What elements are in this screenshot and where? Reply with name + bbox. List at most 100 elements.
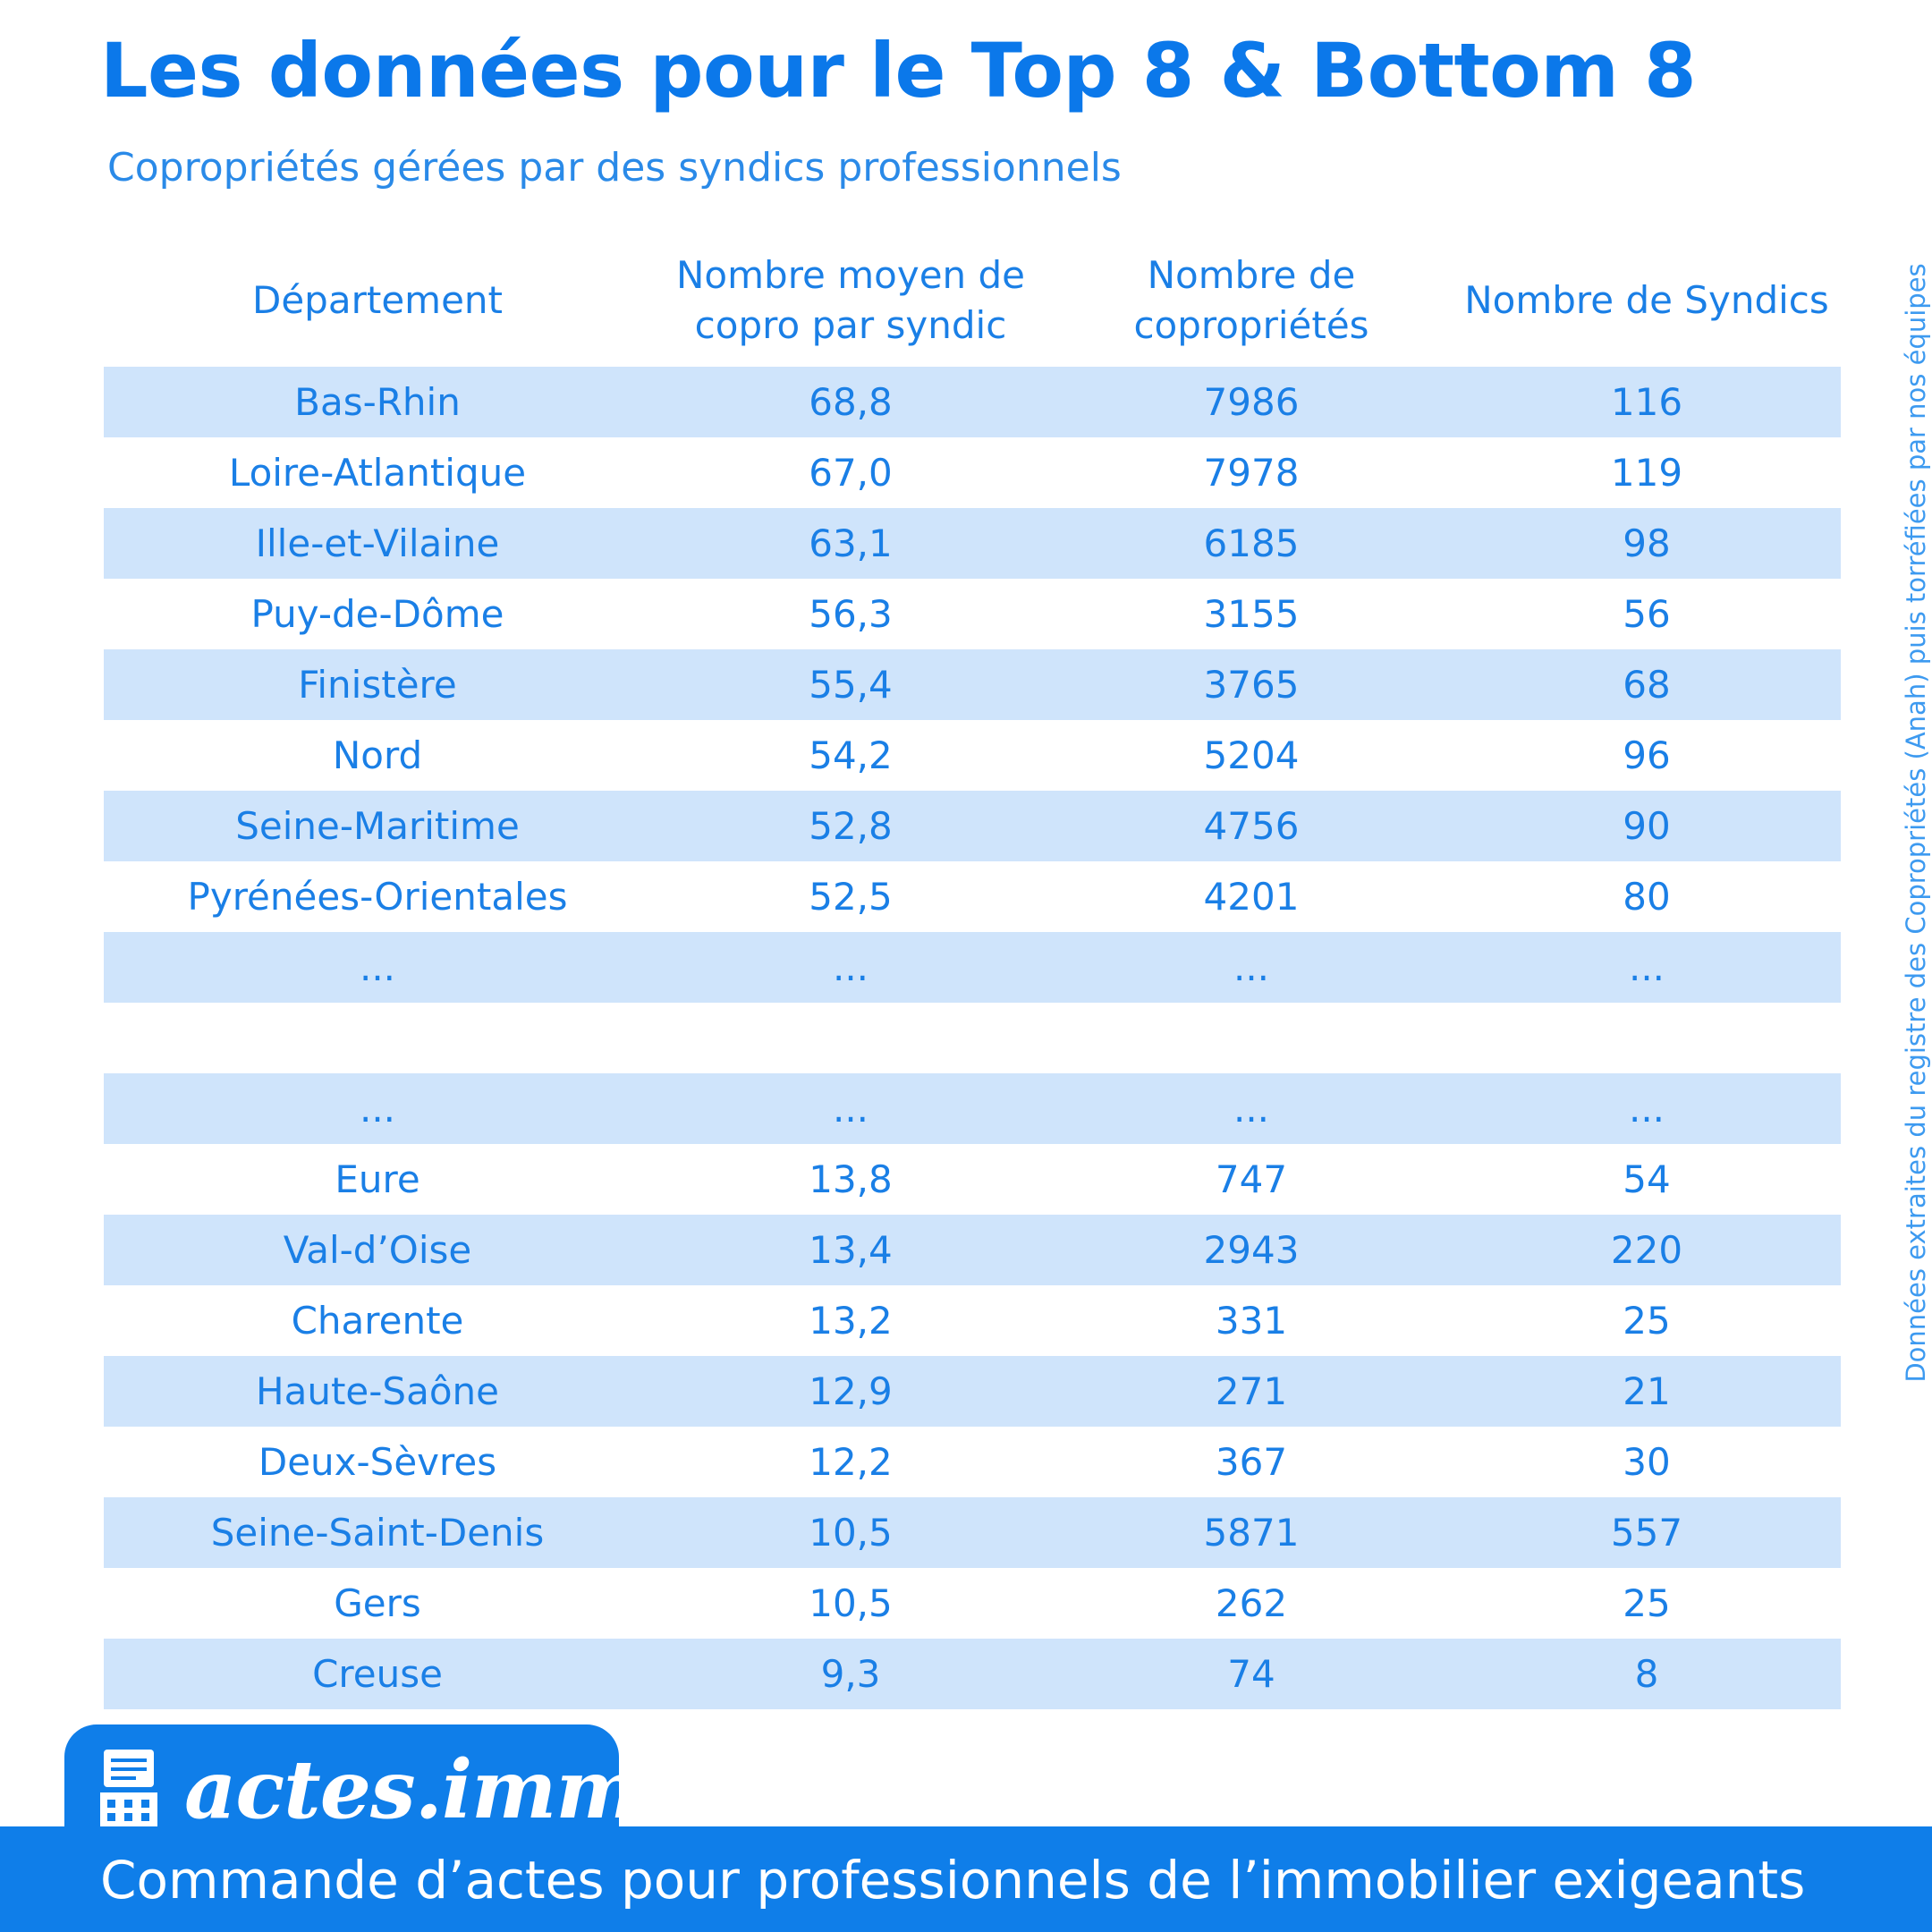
cell-coproprietes: 7978	[1203, 451, 1300, 495]
cell-moyen: 13,4	[809, 1228, 893, 1272]
cell-syndics: 220	[1610, 1228, 1683, 1272]
cell-coproprietes: ...	[1233, 1087, 1270, 1131]
cell-coproprietes: 262	[1215, 1581, 1288, 1625]
building-document-icon	[100, 1750, 157, 1826]
cell-coproprietes: 4756	[1203, 804, 1300, 848]
cell-coproprietes: 5871	[1203, 1511, 1300, 1555]
table-row	[104, 1003, 1841, 1073]
cell-moyen: ...	[832, 1087, 869, 1131]
source-note: Données extraites du registre des Coprop…	[1901, 263, 1931, 1383]
cell-coproprietes: 2943	[1203, 1228, 1300, 1272]
cell-departement: ...	[359, 945, 396, 989]
cell-syndics: 30	[1623, 1440, 1671, 1484]
table-row: Bas-Rhin 68,8 7986 116	[104, 367, 1841, 437]
cell-syndics: 68	[1623, 663, 1671, 707]
cell-syndics: ...	[1628, 945, 1665, 989]
cell-syndics: 80	[1623, 875, 1671, 919]
data-table: Département Nombre moyen de copro par sy…	[104, 234, 1841, 1709]
cell-moyen: 52,5	[809, 875, 893, 919]
cell-coproprietes: 5204	[1203, 733, 1300, 777]
cell-moyen: 68,8	[809, 380, 893, 424]
cell-moyen: 63,1	[809, 521, 893, 565]
cell-moyen: 12,2	[809, 1440, 893, 1484]
cell-moyen: 55,4	[809, 663, 893, 707]
cell-moyen: 56,3	[809, 592, 893, 636]
cell-syndics: 8	[1634, 1652, 1659, 1696]
page-subtitle: Copropriétés gérées par des syndics prof…	[107, 145, 1122, 191]
cell-moyen: 9,3	[820, 1652, 881, 1696]
cell-departement: Haute-Saône	[256, 1369, 499, 1413]
cell-departement: Seine-Saint-Denis	[210, 1511, 545, 1555]
cell-coproprietes: 3155	[1203, 592, 1300, 636]
table-body: Bas-Rhin 68,8 7986 116 Loire-Atlantique 67,0 7…	[104, 367, 1841, 1709]
cell-departement: Seine-Maritime	[235, 804, 520, 848]
table-row: ............	[104, 932, 1841, 1003]
cell-syndics: ...	[1628, 1087, 1665, 1131]
brand-logo-text: actes.immo	[184, 1742, 694, 1837]
footer-tagline: Commande d’actes pour professionnels de …	[100, 1850, 1806, 1911]
cell-coproprietes: 6185	[1203, 521, 1300, 565]
column-header-syndics: Nombre de Syndics	[1464, 278, 1829, 322]
cell-departement: Charente	[291, 1299, 464, 1343]
cell-departement: Pyrénées-Orientales	[187, 875, 568, 919]
column-header-coproprietes: Nombre de copropriétés	[1133, 253, 1369, 347]
cell-moyen: 67,0	[809, 451, 893, 495]
table-row: Nord 54,2 5204 96	[104, 720, 1841, 791]
column-header-departement: Département	[252, 278, 503, 322]
cell-moyen: 10,5	[809, 1511, 893, 1555]
cell-moyen: 52,8	[809, 804, 893, 848]
cell-moyen: ...	[832, 945, 869, 989]
cell-coproprietes: ...	[1233, 945, 1270, 989]
table-row: Creuse 9,3 74 8	[104, 1639, 1841, 1709]
cell-syndics: 90	[1623, 804, 1671, 848]
table-row: Haute-Saône 12,9 271 21	[104, 1356, 1841, 1427]
cell-departement: Nord	[332, 733, 423, 777]
cell-departement: Bas-Rhin	[294, 380, 461, 424]
table-row: Deux-Sèvres 12,2 367 30	[104, 1427, 1841, 1497]
cell-syndics: 119	[1610, 451, 1683, 495]
cell-syndics: 54	[1623, 1157, 1671, 1201]
table-row: Loire-Atlantique 67,0 7978 119	[104, 437, 1841, 508]
cell-moyen: 13,2	[809, 1299, 893, 1343]
cell-departement: Puy-de-Dôme	[250, 592, 504, 636]
cell-moyen: 12,9	[809, 1369, 893, 1413]
cell-coproprietes: 3765	[1203, 663, 1300, 707]
cell-moyen: 54,2	[809, 733, 893, 777]
cell-coproprietes: 4201	[1203, 875, 1300, 919]
cell-syndics: 96	[1623, 733, 1671, 777]
cell-departement: Finistère	[298, 663, 457, 707]
cell-departement: Creuse	[312, 1652, 443, 1696]
cell-departement: Deux-Sèvres	[258, 1440, 497, 1484]
cell-moyen: 10,5	[809, 1581, 893, 1625]
cell-syndics: 56	[1623, 592, 1671, 636]
cell-syndics: 98	[1623, 521, 1671, 565]
page-title: Les données pour le Top 8 & Bottom 8	[100, 27, 1697, 114]
cell-coproprietes: 74	[1227, 1652, 1275, 1696]
table-row: Gers 10,5 262 25	[104, 1568, 1841, 1639]
cell-coproprietes: 7986	[1203, 380, 1300, 424]
table-row: Eure 13,8 747 54	[104, 1144, 1841, 1215]
cell-syndics: 25	[1623, 1581, 1671, 1625]
cell-coproprietes: 747	[1215, 1157, 1288, 1201]
cell-coproprietes: 367	[1215, 1440, 1288, 1484]
cell-moyen: 13,8	[809, 1157, 893, 1201]
cell-coproprietes: 271	[1215, 1369, 1288, 1413]
cell-departement: Val-d’Oise	[283, 1228, 472, 1272]
cell-departement: Loire-Atlantique	[228, 451, 527, 495]
table-row: Seine-Saint-Denis 10,5 5871 557	[104, 1497, 1841, 1568]
cell-coproprietes: 331	[1215, 1299, 1288, 1343]
column-header-moyen: Nombre moyen de copro par syndic	[676, 253, 1025, 347]
table-row: Ille-et-Vilaine 63,1 6185 98	[104, 508, 1841, 579]
table-row: Seine-Maritime 52,8 4756 90	[104, 791, 1841, 861]
table-row: Charente 13,2 331 25	[104, 1285, 1841, 1356]
table-row: Finistère 55,4 3765 68	[104, 649, 1841, 720]
table-row: Val-d’Oise 13,4 2943 220	[104, 1215, 1841, 1285]
cell-departement: Eure	[335, 1157, 420, 1201]
cell-departement: Ille-et-Vilaine	[255, 521, 500, 565]
table-header: Département Nombre moyen de copro par sy…	[104, 234, 1841, 367]
cell-syndics: 557	[1610, 1511, 1683, 1555]
table-row: ............	[104, 1073, 1841, 1144]
table-row: Pyrénées-Orientales 52,5 4201 80	[104, 861, 1841, 932]
table-row: Puy-de-Dôme 56,3 3155 56	[104, 579, 1841, 649]
cell-departement: Gers	[334, 1581, 421, 1625]
